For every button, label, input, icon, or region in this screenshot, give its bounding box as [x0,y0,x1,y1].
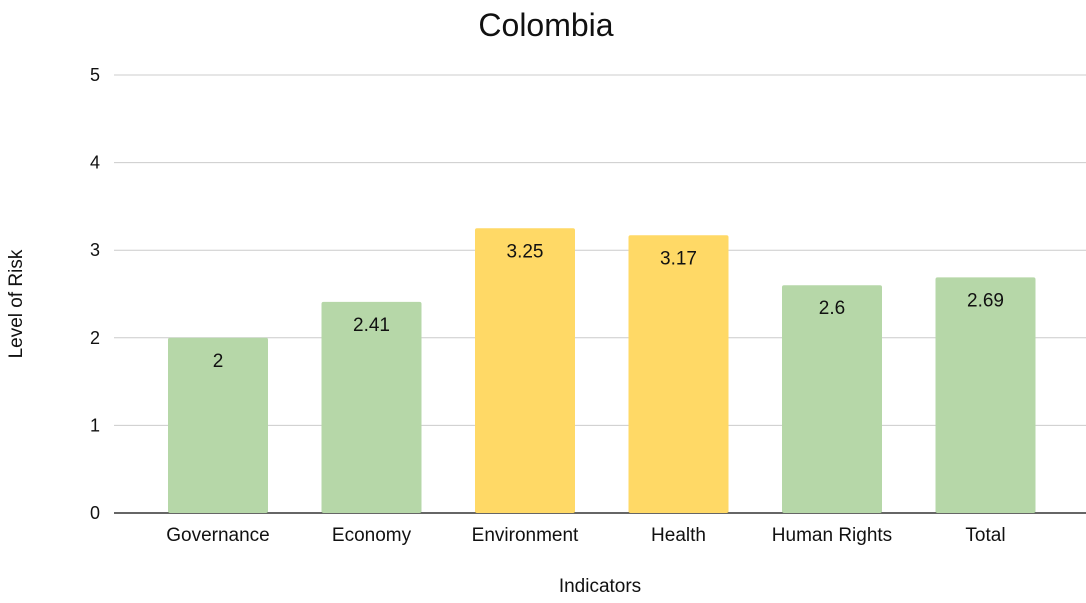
y-tick-label: 4 [90,153,100,173]
y-tick-label: 1 [90,415,100,435]
bar-environment [475,228,575,514]
x-tick-label: Total [965,525,1005,546]
data-label: 2.69 [967,290,1004,311]
data-label: 3.25 [507,241,544,262]
x-axis-label: Indicators [559,576,641,597]
bar-total [935,277,1036,513]
bars [168,228,1036,514]
x-tick-label: Economy [332,525,412,546]
x-tick-label: Environment [472,525,579,546]
bar-economy [321,301,422,513]
data-labels: 2 2.41 3.25 3.17 2.6 2.69 [213,241,1004,372]
y-tick-labels: 0 1 2 3 4 5 [90,65,100,523]
y-axis-label: Level of Risk [6,249,27,358]
data-label: 2.6 [819,298,845,319]
y-tick-label: 5 [90,65,100,85]
chart-title: Colombia [478,7,613,43]
y-tick-label: 0 [90,503,100,523]
bar-governance [168,337,268,513]
data-label: 2.41 [353,315,390,336]
data-label: 3.17 [660,248,697,269]
x-tick-label: Governance [166,525,270,546]
y-tick-label: 3 [90,240,100,260]
data-label: 2 [213,351,224,372]
x-tick-label: Health [651,525,706,546]
x-tick-label: Human Rights [772,525,892,546]
y-tick-label: 2 [90,328,100,348]
x-category-labels: Governance Economy Environment Health Human … [166,525,1005,546]
gridlines [114,74,1086,514]
bar-health [628,235,729,514]
bar-human-rights [782,285,882,513]
